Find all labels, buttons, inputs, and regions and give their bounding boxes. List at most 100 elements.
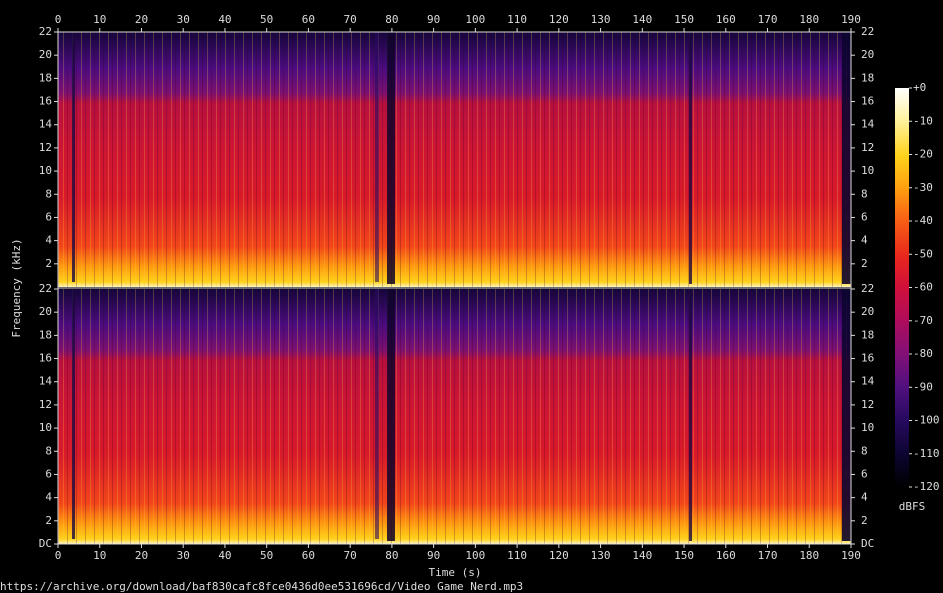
x-tick-label: 60 (302, 549, 315, 562)
y-tick-label: 8 (45, 444, 52, 457)
y-tick-label-right: 18 (861, 71, 874, 84)
x-tick-label: 30 (177, 13, 190, 26)
colorbar-tick-label: -30 (913, 181, 933, 194)
x-tick-label: 130 (591, 13, 611, 26)
y-tick-label-right: 18 (861, 328, 874, 341)
x-tick-label: 0 (55, 549, 62, 562)
x-tick-label: 60 (302, 13, 315, 26)
x-tick-label: 20 (135, 549, 148, 562)
y-tick-label-right: 20 (861, 305, 874, 318)
y-tick-label: 20 (39, 305, 52, 318)
y-tick-label: 22 (39, 25, 52, 38)
x-tick-label: 80 (385, 13, 398, 26)
x-tick-label: 130 (591, 549, 611, 562)
y-tick-label-right: 2 (861, 514, 868, 527)
x-tick-label: 180 (799, 549, 819, 562)
x-tick-label: 170 (758, 549, 778, 562)
x-tick-label: 40 (218, 13, 231, 26)
x-tick-label: 70 (344, 13, 357, 26)
x-tick-label: 10 (93, 13, 106, 26)
y-tick-label: 12 (39, 398, 52, 411)
y-tick-label: 2 (45, 514, 52, 527)
x-tick-label: 110 (507, 549, 527, 562)
x-tick-label: 120 (549, 549, 569, 562)
x-tick-label: 100 (465, 549, 485, 562)
y-tick-label: 14 (39, 118, 53, 131)
y-tick-label: 22 (39, 282, 52, 295)
x-tick-label: 20 (135, 13, 148, 26)
x-tick-label: 100 (465, 13, 485, 26)
y-tick-label: 16 (39, 95, 52, 108)
y-tick-label-right: 6 (861, 467, 868, 480)
source-url: https://archive.org/download/baf830cafc8… (0, 580, 523, 593)
x-axis-label: Time (s) (429, 566, 482, 579)
x-tick-label: 90 (427, 549, 440, 562)
x-tick-label: 190 (841, 549, 861, 562)
y-tick-label-right: 4 (861, 491, 868, 504)
y-tick-label-right: 4 (861, 234, 868, 247)
x-tick-label: 150 (674, 13, 694, 26)
colorbar-label: dBFS (899, 500, 926, 513)
channel-1-image (58, 32, 851, 287)
colorbar-tick-label: -90 (913, 380, 933, 393)
colorbar-tick-label: -10 (913, 114, 933, 127)
x-tick-label: 70 (344, 549, 357, 562)
colorbar-tick-label: -20 (913, 148, 933, 161)
colorbar-tick-label: -110 (913, 447, 940, 460)
y-tick-label: 4 (45, 234, 52, 247)
x-tick-label: 190 (841, 13, 861, 26)
y-tick-label-right: 16 (861, 352, 874, 365)
x-tick-label: 140 (632, 13, 652, 26)
x-tick-label: 50 (260, 549, 273, 562)
y-tick-label-right: 16 (861, 95, 874, 108)
x-tick-label: 90 (427, 13, 440, 26)
y-tick-label-right: 12 (861, 141, 874, 154)
y-tick-label: DC (39, 537, 52, 550)
colorbar (895, 88, 909, 487)
y-tick-label: 20 (39, 48, 52, 61)
x-tick-label: 110 (507, 13, 527, 26)
x-tick-label: 180 (799, 13, 819, 26)
y-tick-label-right: 22 (861, 282, 874, 295)
x-tick-label: 140 (632, 549, 652, 562)
y-tick-label-right: 12 (861, 398, 874, 411)
y-tick-label: 2 (45, 257, 52, 270)
x-tick-label: 160 (716, 13, 736, 26)
y-tick-label-right: 8 (861, 444, 868, 457)
y-tick-label: 16 (39, 352, 52, 365)
colorbar-tick-label: +0 (913, 81, 926, 94)
colorbar-tick-label: -40 (913, 214, 933, 227)
y-tick-label: 14 (39, 375, 53, 388)
x-tick-label: 40 (218, 549, 231, 562)
x-tick-label: 0 (55, 13, 62, 26)
channel-2-image (58, 289, 851, 544)
y-tick-label: 8 (45, 187, 52, 200)
y-tick-label-right: 10 (861, 421, 874, 434)
y-tick-label-right: 10 (861, 164, 874, 177)
colorbar-tick-label: -80 (913, 347, 933, 360)
y-tick-label-right: 14 (861, 118, 875, 131)
y-tick-label: 6 (45, 210, 52, 223)
colorbar-tick-label: -60 (913, 281, 933, 294)
x-tick-label: 30 (177, 549, 190, 562)
colorbar-tick-label: -100 (913, 414, 940, 427)
y-tick-label-right: 22 (861, 25, 874, 38)
y-tick-label-right: DC (861, 537, 874, 550)
y-tick-label: 6 (45, 467, 52, 480)
y-axis-label: Frequency (kHz) (10, 238, 23, 337)
x-tick-label: 50 (260, 13, 273, 26)
y-tick-label: 10 (39, 421, 52, 434)
y-tick-label: 12 (39, 141, 52, 154)
colorbar-tick-label: -50 (913, 247, 933, 260)
x-tick-label: 150 (674, 549, 694, 562)
y-tick-label: 4 (45, 491, 52, 504)
x-tick-label: 120 (549, 13, 569, 26)
y-tick-label: 18 (39, 328, 52, 341)
x-tick-label: 160 (716, 549, 736, 562)
y-tick-label-right: 20 (861, 48, 874, 61)
colorbar-tick-label: -70 (913, 314, 933, 327)
x-tick-label: 10 (93, 549, 106, 562)
y-tick-label: 10 (39, 164, 52, 177)
